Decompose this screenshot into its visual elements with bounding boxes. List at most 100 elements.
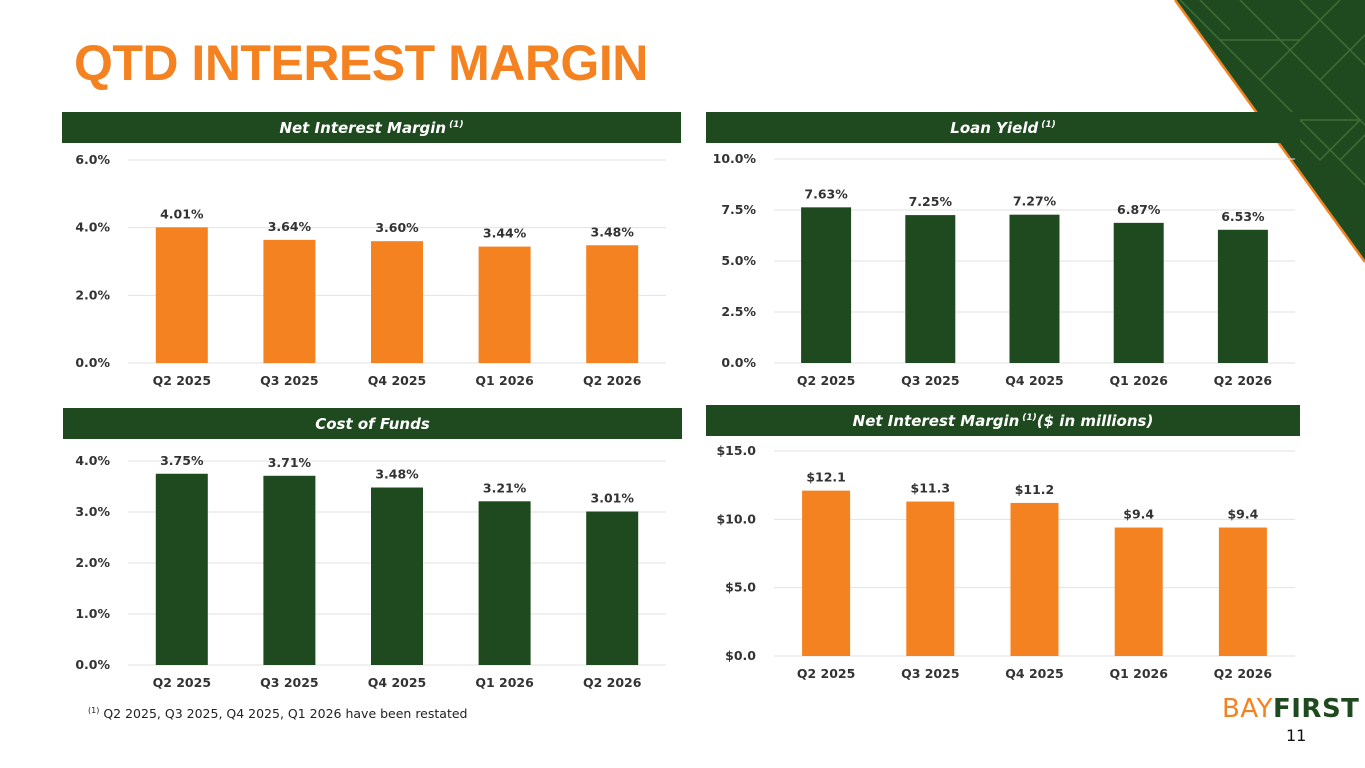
bayfirst-logo: BAYFIRST bbox=[1222, 694, 1359, 724]
x-tick-label: Q3 2025 bbox=[901, 373, 959, 388]
bar bbox=[155, 473, 208, 665]
y-tick-label: 2.5% bbox=[721, 304, 756, 319]
panel-header-label: Net Interest Margin bbox=[279, 118, 447, 137]
page-number: 11 bbox=[1286, 726, 1307, 745]
x-tick-label: Q3 2025 bbox=[901, 666, 959, 681]
panel-header-label: Net Interest Margin bbox=[852, 411, 1020, 430]
data-label: $11.3 bbox=[911, 481, 951, 496]
bar bbox=[155, 227, 208, 363]
bar bbox=[1217, 229, 1268, 363]
data-label: 3.44% bbox=[483, 226, 527, 241]
y-tick-label: 3.0% bbox=[75, 504, 110, 519]
data-label: 3.71% bbox=[268, 455, 312, 470]
data-label: $12.1 bbox=[806, 470, 846, 485]
y-tick-label: 4.0% bbox=[75, 453, 110, 468]
y-tick-label: 1.0% bbox=[75, 606, 110, 621]
data-label: 4.01% bbox=[160, 206, 204, 221]
x-tick-label: Q2 2025 bbox=[797, 666, 855, 681]
x-tick-label: Q2 2025 bbox=[153, 373, 211, 388]
x-tick-label: Q3 2025 bbox=[260, 675, 318, 690]
footnote-text: Q2 2025, Q3 2025, Q4 2025, Q1 2026 have … bbox=[103, 706, 468, 722]
bar bbox=[478, 246, 531, 363]
y-tick-label: 10.0% bbox=[713, 151, 757, 166]
y-tick-label: 2.0% bbox=[75, 555, 110, 570]
data-label: 7.63% bbox=[804, 186, 848, 201]
data-label: 6.53% bbox=[1221, 209, 1265, 224]
data-label: $9.4 bbox=[1123, 507, 1154, 522]
bar bbox=[906, 501, 955, 656]
bar bbox=[1218, 527, 1267, 656]
bar bbox=[263, 475, 316, 665]
bar bbox=[801, 207, 852, 363]
panel-header-footnote-marker: (1) bbox=[449, 119, 464, 130]
x-tick-label: Q4 2025 bbox=[368, 373, 426, 388]
x-tick-label: Q1 2026 bbox=[475, 675, 534, 690]
panel-header-footnote-marker: (1) bbox=[1022, 412, 1037, 423]
x-tick-label: Q4 2025 bbox=[368, 675, 426, 690]
net-interest-margin-chart: 0.0% 2.0% 4.0% 6.0% 4.01% Q2 2025 3.64% Q3 2025… bbox=[75, 152, 666, 388]
data-label: 3.75% bbox=[160, 453, 204, 468]
data-label: $11.2 bbox=[1015, 482, 1055, 497]
panel-header-suffix: ($ in millions) bbox=[1036, 411, 1154, 430]
footnote-marker: (1) bbox=[88, 706, 100, 715]
panel-header-net-interest-margin-dollars: Net Interest Margin (1) ($ in millions) bbox=[706, 405, 1300, 436]
footnote: (1) Q2 2025, Q3 2025, Q4 2025, Q1 2026 ha… bbox=[88, 706, 467, 721]
data-label: 6.87% bbox=[1117, 202, 1161, 217]
x-tick-label: Q2 2026 bbox=[1214, 373, 1273, 388]
x-tick-label: Q1 2026 bbox=[1109, 373, 1168, 388]
y-tick-label: $5.0 bbox=[725, 580, 756, 595]
x-tick-label: Q3 2025 bbox=[260, 373, 318, 388]
x-tick-label: Q2 2025 bbox=[797, 373, 855, 388]
y-tick-label: 0.0% bbox=[721, 355, 756, 370]
data-label: 3.21% bbox=[483, 480, 527, 495]
loan-yield-chart: 0.0% 2.5% 5.0% 7.5% 10.0% 7.63% Q2 2025 7.25% Q3… bbox=[713, 151, 1295, 388]
data-label: 7.27% bbox=[1013, 194, 1057, 209]
y-tick-label: 4.0% bbox=[75, 220, 110, 235]
bar bbox=[1009, 214, 1060, 363]
bar bbox=[371, 487, 423, 665]
x-tick-label: Q4 2025 bbox=[1005, 666, 1063, 681]
panel-header-label: Loan Yield bbox=[950, 118, 1039, 137]
bar bbox=[802, 490, 851, 656]
y-tick-label: 0.0% bbox=[75, 657, 110, 672]
bar bbox=[1114, 527, 1163, 656]
bar bbox=[1010, 502, 1059, 656]
panel-header-net-interest-margin: Net Interest Margin (1) bbox=[62, 112, 681, 143]
y-tick-label: $15.0 bbox=[716, 443, 756, 458]
data-label: 3.48% bbox=[591, 224, 635, 239]
page-title: QTD INTEREST MARGIN bbox=[74, 35, 648, 91]
data-label: 3.64% bbox=[268, 219, 312, 234]
panel-header-cost-of-funds: Cost of Funds bbox=[63, 408, 682, 439]
data-label: 3.60% bbox=[375, 220, 419, 235]
panel-header-loan-yield: Loan Yield (1) bbox=[706, 112, 1300, 143]
logo-bay-text: BAY bbox=[1222, 694, 1273, 724]
net-interest-margin-dollars-chart: $0.0 $5.0 $10.0 $15.0 $12.1 Q2 2025 $11.3 Q3 20… bbox=[716, 443, 1295, 681]
bar bbox=[263, 239, 316, 363]
bar bbox=[586, 511, 639, 665]
panel-header-label: Cost of Funds bbox=[315, 414, 430, 433]
logo-first-text: FIRST bbox=[1273, 694, 1360, 724]
x-tick-label: Q2 2025 bbox=[153, 675, 211, 690]
y-tick-label: 0.0% bbox=[75, 355, 110, 370]
data-label: 7.25% bbox=[909, 194, 953, 209]
data-label: 3.01% bbox=[591, 490, 635, 505]
bar bbox=[586, 245, 639, 363]
y-tick-label: 7.5% bbox=[721, 202, 756, 217]
data-label: $9.4 bbox=[1227, 507, 1258, 522]
x-tick-label: Q2 2026 bbox=[583, 373, 642, 388]
y-tick-label: $0.0 bbox=[725, 648, 756, 663]
y-tick-label: 6.0% bbox=[75, 152, 110, 167]
x-tick-label: Q2 2026 bbox=[583, 675, 642, 690]
y-tick-label: 2.0% bbox=[75, 287, 110, 302]
bar bbox=[905, 215, 956, 363]
x-tick-label: Q1 2026 bbox=[1109, 666, 1168, 681]
panel-header-footnote-marker: (1) bbox=[1041, 119, 1056, 130]
bar bbox=[1113, 222, 1164, 363]
bar bbox=[478, 501, 531, 665]
y-tick-label: $10.0 bbox=[716, 511, 756, 526]
y-tick-label: 5.0% bbox=[721, 253, 756, 268]
x-tick-label: Q2 2026 bbox=[1214, 666, 1273, 681]
x-tick-label: Q1 2026 bbox=[475, 373, 534, 388]
bar bbox=[371, 241, 423, 363]
cost-of-funds-chart: 0.0% 1.0% 2.0% 3.0% 4.0% 3.75% Q2 2025 3.71% Q3 … bbox=[75, 453, 666, 690]
